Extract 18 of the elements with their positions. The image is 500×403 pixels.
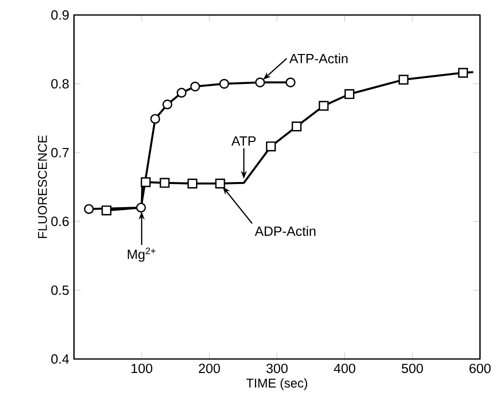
x-tick-label: 200 xyxy=(198,364,220,374)
annotation: ATP-Actin xyxy=(289,54,348,64)
y-tick-label: 0.9 xyxy=(51,10,69,20)
annotation: Mg$^{2+}$ xyxy=(128,248,156,262)
y-axis-title: FLUORESCENCE xyxy=(38,135,47,238)
y-tick-label: 0.4 xyxy=(51,354,69,364)
annotation: ADP-Actin xyxy=(254,226,316,236)
x-axis-title: TIME (sec) xyxy=(246,378,308,390)
y-tick-label: 0.7 xyxy=(51,148,69,158)
x-tick-label: 300 xyxy=(266,364,288,374)
x-tick-label: 400 xyxy=(334,364,356,374)
y-tick-label: 0.5 xyxy=(51,285,69,295)
x-tick-label: 500 xyxy=(402,364,423,374)
x-tick-label: 100 xyxy=(132,364,152,374)
y-tick-label: 0.6 xyxy=(51,216,69,226)
annotation: ATP xyxy=(231,136,256,146)
y-tick-label: 0.8 xyxy=(51,79,69,89)
x-tick-label: 600 xyxy=(470,364,491,374)
